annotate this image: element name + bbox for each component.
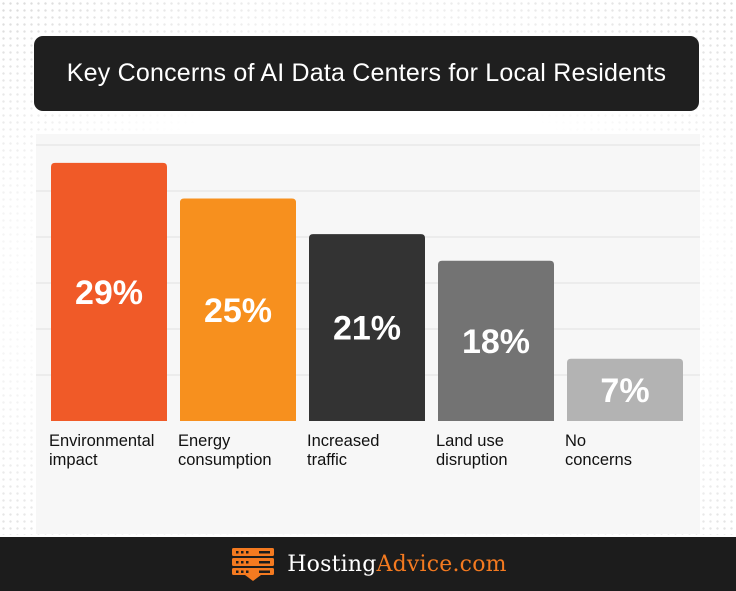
chart-title: Key Concerns of AI Data Centers for Loca… — [66, 59, 667, 87]
bar-chart: 29% Environmental impact 25% Energy consumpti… — [36, 144, 700, 469]
bar — [51, 162, 167, 421]
brand-name: HostingAdvice.com — [287, 552, 506, 577]
category-label: Energy consumption — [178, 432, 272, 469]
title-banner: Key Concerns of AI Data Centers for Loca… — [34, 36, 699, 111]
brand-name-part2: Advice.com — [376, 551, 507, 577]
category-label: Environmental impact — [49, 432, 154, 469]
bar — [180, 198, 296, 421]
bar — [438, 260, 554, 421]
brand-name-part1: Hosting — [287, 551, 377, 577]
bar-value-label: 7% — [600, 372, 649, 410]
bar — [567, 358, 683, 421]
bar-value-label: 21% — [333, 310, 401, 348]
server-rack-icon — [232, 548, 275, 581]
category-label: Increased traffic — [307, 432, 379, 469]
chart-panel: 29% Environmental impact 25% Energy consumpti… — [36, 134, 700, 534]
bar-value-label: 29% — [75, 274, 143, 312]
category-label: Land use disruption — [436, 432, 508, 469]
category-label: No concerns — [565, 432, 632, 469]
bar-value-label: 25% — [204, 292, 272, 330]
brand-logo[interactable]: HostingAdvice.com — [0, 537, 736, 591]
bar — [309, 234, 425, 421]
footer: HostingAdvice.com — [0, 537, 736, 591]
bar-value-label: 18% — [462, 323, 530, 361]
